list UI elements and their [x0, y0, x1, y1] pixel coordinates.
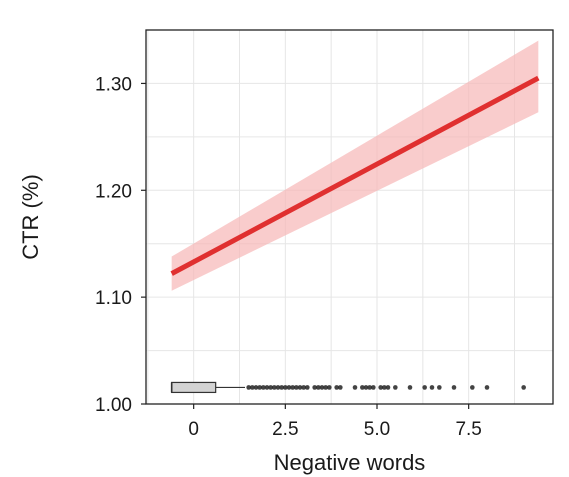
boxplot-outlier — [305, 385, 310, 390]
y-axis-title: CTR (%) — [18, 174, 43, 260]
regression-line-layer — [170, 75, 540, 276]
boxplot-outlier — [338, 385, 343, 390]
boxplot-outlier — [451, 385, 457, 390]
boxplot-box — [171, 381, 217, 394]
y-tick-label: 1.20 — [95, 181, 132, 202]
boxplot-outlier — [264, 385, 270, 390]
x-tick-label: 2.5 — [272, 419, 298, 440]
boxplot-outlier — [268, 385, 273, 390]
y-tick-label: 1.10 — [95, 288, 132, 309]
boxplot-outlier — [371, 385, 376, 390]
boxplot-outlier — [393, 385, 398, 390]
boxplot-outlier — [272, 385, 277, 390]
boxplot-outlier — [316, 385, 321, 390]
boxplot-outlier — [323, 385, 328, 390]
boxplot-outlier — [312, 385, 317, 390]
boxplot-outlier — [429, 385, 435, 390]
boxplot-outlier — [352, 385, 358, 390]
boxplot-outlier — [385, 385, 391, 390]
boxplot-outlier — [301, 385, 306, 390]
axes-layer: 0 2.5 5.0 7.5 1.00 1.10 1.20 1.30 — [95, 74, 482, 440]
boxplot-outlier — [297, 385, 303, 390]
boxplot-outlier — [437, 385, 442, 390]
boxplot-outlier — [378, 385, 383, 390]
boxplot-outlier — [382, 385, 387, 390]
boxplot-outlier — [363, 385, 369, 390]
boxplot-outlier — [484, 385, 490, 390]
y-tick-label: 1.30 — [95, 74, 132, 95]
boxplot-outlier — [261, 385, 266, 390]
x-axis-title: Negative words — [274, 450, 426, 475]
boxplot-outlier — [327, 385, 332, 390]
y-tick-label: 1.00 — [95, 395, 132, 416]
confidence-band-layer — [171, 40, 539, 291]
boxplot-outlier — [367, 385, 372, 390]
x-tick-label: 0 — [188, 419, 199, 440]
boxplot-outlier — [257, 385, 262, 390]
boxplot-outlier — [275, 385, 281, 390]
regression-line — [170, 75, 540, 276]
boxplot-outlier — [334, 385, 339, 390]
boxplot-outlier — [246, 385, 251, 390]
boxplot-outlier — [290, 385, 295, 390]
boxplot-outlier — [422, 385, 427, 390]
boxplot-outlier — [253, 385, 259, 390]
x-tick-label: 5.0 — [364, 419, 390, 440]
boxplot-outlier — [407, 385, 413, 390]
plot-frame — [145, 29, 554, 405]
boxplot-outlier — [360, 385, 365, 390]
boxplot-layer — [170, 381, 526, 394]
boxplot-outlier — [470, 385, 475, 390]
confidence-band — [171, 40, 539, 291]
boxplot-outlier — [521, 385, 526, 390]
boxplot-outlier — [283, 385, 288, 390]
boxplot-outlier — [319, 385, 325, 390]
boxplot-outlier — [250, 385, 255, 390]
boxplot-outlier — [294, 385, 299, 390]
boxplot-outlier — [286, 385, 292, 390]
x-tick-label: 7.5 — [455, 419, 481, 440]
boxplot-outlier — [279, 385, 284, 390]
